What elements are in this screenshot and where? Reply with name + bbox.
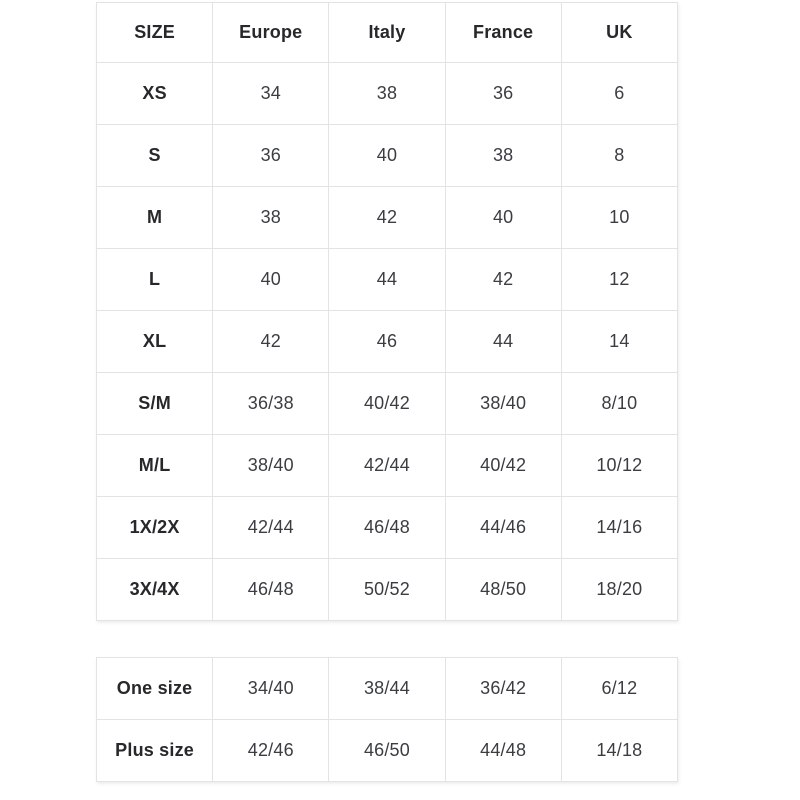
table-header-row: SIZE Europe Italy France UK [95, 2, 679, 63]
value-cell-europe: 42/44 [212, 496, 330, 559]
size-label-cell: Plus size [95, 719, 214, 782]
size-label-cell: XL [95, 310, 214, 373]
value-cell-europe: 46/48 [212, 558, 330, 621]
value-cell-europe: 38/40 [212, 434, 330, 497]
size-label-cell: 3X/4X [95, 558, 214, 621]
value-cell-italy: 46/50 [328, 719, 446, 782]
value-cell-france: 38/40 [444, 372, 562, 435]
value-cell-uk: 6 [560, 62, 679, 125]
table-row: 1X/2X 42/44 46/48 44/46 14/16 [95, 496, 679, 559]
value-cell-italy: 46 [328, 310, 446, 373]
column-header-uk: UK [560, 2, 679, 63]
table-row: S 36 40 38 8 [95, 124, 679, 187]
value-cell-france: 40 [444, 186, 562, 249]
value-cell-europe: 42 [212, 310, 330, 373]
value-cell-europe: 36 [212, 124, 330, 187]
value-cell-france: 42 [444, 248, 562, 311]
value-cell-europe: 40 [212, 248, 330, 311]
value-cell-france: 44 [444, 310, 562, 373]
size-label-cell: 1X/2X [95, 496, 214, 559]
size-label-cell: M/L [95, 434, 214, 497]
value-cell-france: 40/42 [444, 434, 562, 497]
value-cell-italy: 44 [328, 248, 446, 311]
value-cell-france: 44/46 [444, 496, 562, 559]
value-cell-uk: 14/18 [560, 719, 679, 782]
value-cell-france: 48/50 [444, 558, 562, 621]
value-cell-france: 36 [444, 62, 562, 125]
value-cell-italy: 42 [328, 186, 446, 249]
special-sizes-table: One size 34/40 38/44 36/42 6/12 Plus siz… [95, 657, 679, 782]
table-row: One size 34/40 38/44 36/42 6/12 [95, 657, 679, 720]
table-row: XS 34 38 36 6 [95, 62, 679, 125]
table-row: 3X/4X 46/48 50/52 48/50 18/20 [95, 558, 679, 621]
value-cell-france: 38 [444, 124, 562, 187]
value-cell-italy: 46/48 [328, 496, 446, 559]
value-cell-uk: 10 [560, 186, 679, 249]
size-label-cell: S/M [95, 372, 214, 435]
value-cell-italy: 38/44 [328, 657, 446, 720]
table-row: S/M 36/38 40/42 38/40 8/10 [95, 372, 679, 435]
table-row: M/L 38/40 42/44 40/42 10/12 [95, 434, 679, 497]
size-label-cell: XS [95, 62, 214, 125]
table-row: XL 42 46 44 14 [95, 310, 679, 373]
size-label-cell: M [95, 186, 214, 249]
column-header-italy: Italy [328, 2, 446, 63]
value-cell-uk: 10/12 [560, 434, 679, 497]
value-cell-uk: 12 [560, 248, 679, 311]
size-label-cell: One size [95, 657, 214, 720]
value-cell-europe: 36/38 [212, 372, 330, 435]
value-cell-uk: 14/16 [560, 496, 679, 559]
value-cell-france: 36/42 [444, 657, 562, 720]
value-cell-europe: 34 [212, 62, 330, 125]
value-cell-italy: 40 [328, 124, 446, 187]
value-cell-europe: 34/40 [212, 657, 330, 720]
size-chart-section: SIZE Europe Italy France UK XS 34 38 36 … [95, 0, 679, 782]
column-header-europe: Europe [212, 2, 330, 63]
value-cell-uk: 8 [560, 124, 679, 187]
value-cell-italy: 40/42 [328, 372, 446, 435]
value-cell-uk: 14 [560, 310, 679, 373]
value-cell-france: 44/48 [444, 719, 562, 782]
value-cell-italy: 42/44 [328, 434, 446, 497]
value-cell-uk: 6/12 [560, 657, 679, 720]
table-row: L 40 44 42 12 [95, 248, 679, 311]
table-row: Plus size 42/46 46/50 44/48 14/18 [95, 719, 679, 782]
size-label-cell: L [95, 248, 214, 311]
value-cell-italy: 38 [328, 62, 446, 125]
column-header-france: France [444, 2, 562, 63]
size-conversion-table: SIZE Europe Italy France UK XS 34 38 36 … [95, 2, 679, 621]
size-label-cell: S [95, 124, 214, 187]
value-cell-europe: 42/46 [212, 719, 330, 782]
value-cell-uk: 8/10 [560, 372, 679, 435]
column-header-size: SIZE [95, 2, 214, 63]
table-row: M 38 42 40 10 [95, 186, 679, 249]
value-cell-uk: 18/20 [560, 558, 679, 621]
value-cell-europe: 38 [212, 186, 330, 249]
value-cell-italy: 50/52 [328, 558, 446, 621]
